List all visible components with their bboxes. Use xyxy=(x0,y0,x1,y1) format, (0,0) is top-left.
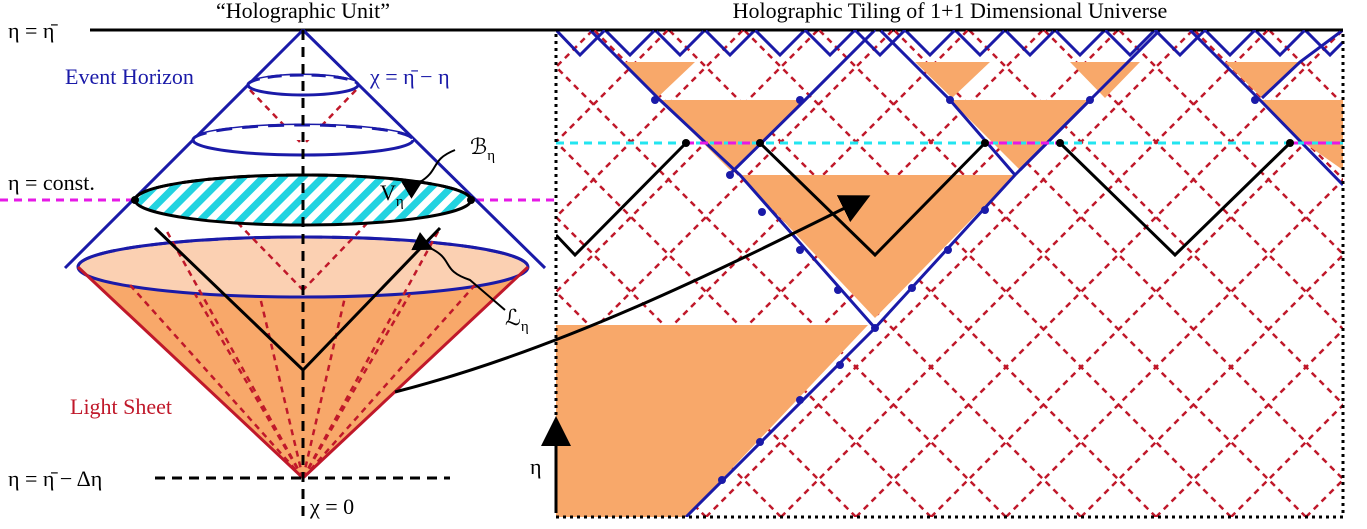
volume-main: V xyxy=(380,180,396,205)
leaf-sub: η xyxy=(521,319,529,335)
eta-const-label: η = const. xyxy=(8,170,95,195)
chi-label: χ = η̄ − η xyxy=(369,64,450,89)
light-sheet-label: Light Sheet xyxy=(70,394,172,419)
chi-zero-label: χ = 0 xyxy=(309,494,354,519)
eta-top-label: η = η̄ xyxy=(8,18,58,43)
event-horizon-label: Event Horizon xyxy=(65,64,194,89)
eta-axis-label: η xyxy=(530,454,542,479)
leaf-main: ℒ xyxy=(505,305,521,330)
figure: “Holographic Unit” Holographic Tiling of… xyxy=(0,0,1367,529)
eta-bottom-label: η = η̄ − Δη xyxy=(8,466,102,491)
volume-sub: η xyxy=(396,194,404,210)
boundary-sub: η xyxy=(487,148,495,164)
boundary-label: ℬη xyxy=(470,134,495,164)
leaf-label: ℒη xyxy=(505,305,529,335)
right-title: Holographic Tiling of 1+1 Dimensional Un… xyxy=(733,0,1168,23)
left-title: “Holographic Unit” xyxy=(216,0,390,23)
boundary-main: ℬ xyxy=(470,134,487,159)
